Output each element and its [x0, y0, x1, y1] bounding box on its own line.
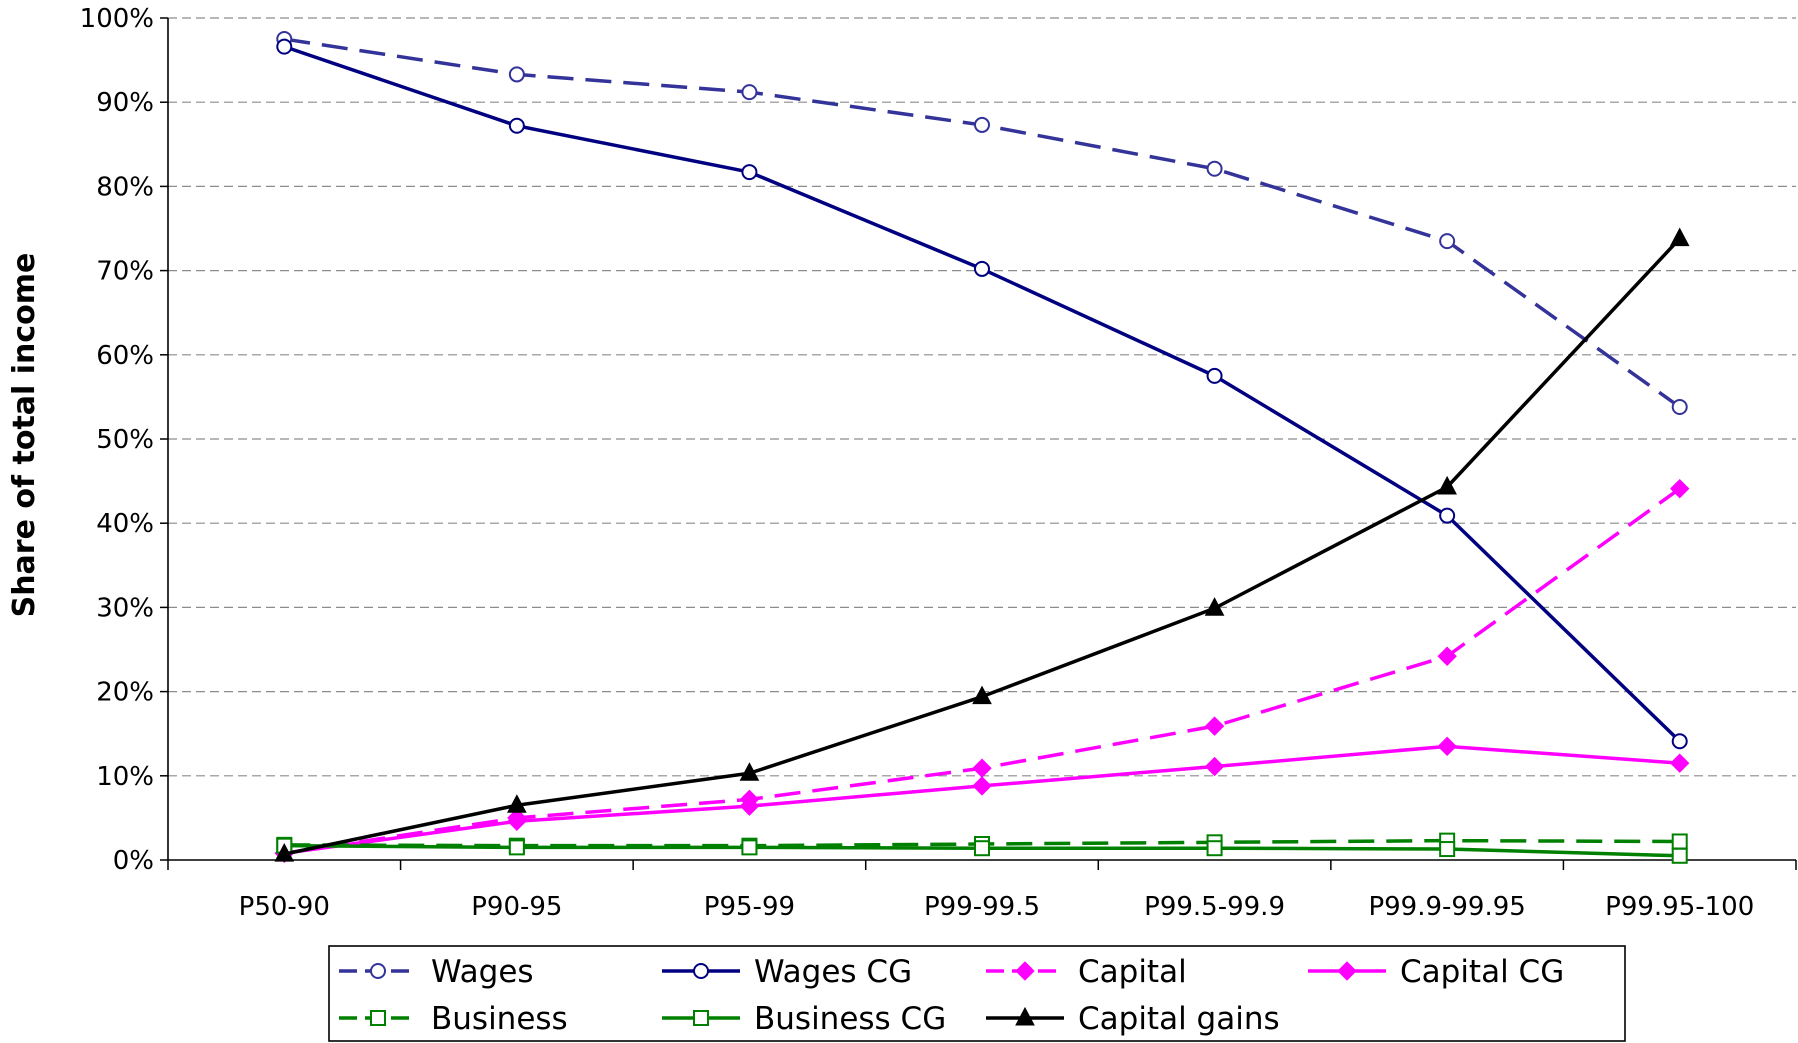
legend-swatch-marker — [1015, 961, 1035, 981]
y-tick-label: 80% — [96, 172, 154, 202]
data-point-capital-gains — [274, 843, 295, 862]
data-point-capital-cg — [972, 776, 992, 796]
data-point-business-cg — [1671, 847, 1688, 864]
legend-item-capital-cg: Capital CG — [1308, 954, 1564, 990]
x-tick-label: P99.95-100 — [1605, 892, 1754, 922]
legend-swatch-marker — [370, 963, 386, 979]
legend-label: Capital — [1078, 954, 1187, 990]
data-point-capital — [1670, 478, 1690, 499]
data-point-capital — [1204, 716, 1225, 736]
legend: Wages Wages CG Capital Capital CG Business Bu… — [328, 945, 1626, 1042]
data-point-business-cg — [1206, 840, 1223, 857]
data-point-capital-gains — [1669, 227, 1690, 247]
x-tick-label: P95-99 — [704, 892, 795, 922]
legend-swatch-marker — [693, 963, 709, 979]
data-point-wages-cg — [276, 38, 293, 55]
y-tick-label: 50% — [96, 425, 154, 455]
data-point-wages — [1439, 233, 1456, 250]
data-point-wages — [1671, 399, 1688, 416]
series-wages-cg — [276, 38, 1688, 750]
series-capital-gains — [274, 227, 1690, 862]
data-point-wages — [974, 116, 990, 133]
x-tick-label: P90-95 — [471, 892, 562, 922]
data-point-wages-cg — [974, 260, 990, 277]
data-point-capital-cg — [1204, 756, 1225, 777]
data-point-capital-gains — [1204, 597, 1225, 616]
data-point-capital-gains — [972, 685, 992, 705]
data-point-capital-cg — [507, 811, 527, 831]
data-point-capital-gains — [1437, 475, 1457, 495]
y-tick-label: 40% — [96, 509, 154, 539]
x-tick-label: P99.9-99.95 — [1368, 892, 1525, 922]
y-tick-label: 100% — [80, 4, 154, 34]
data-point-business-cg — [508, 839, 525, 856]
legend-item-capital-gains: Capital gains — [986, 1001, 1280, 1037]
legend-box — [328, 945, 1626, 1042]
legend-swatch-marker — [1015, 1006, 1035, 1026]
series-layer — [274, 31, 1690, 864]
data-point-wages-cg — [1206, 367, 1223, 384]
series-wages — [276, 31, 1688, 416]
y-tick-label: 20% — [96, 678, 154, 708]
data-point-business — [1671, 833, 1688, 850]
series-line-wages — [284, 37, 1681, 409]
x-tick-label: P50-90 — [239, 892, 330, 922]
data-point-wages-cg — [508, 117, 525, 134]
data-point-business-cg — [974, 840, 990, 857]
x-axis-ticks: P50-90 P90-95 P95-99 P99-99.5 P99.5-99.9 P99.… — [167, 860, 1797, 922]
x-tick-label: P99.5-99.9 — [1144, 892, 1285, 922]
data-point-wages-cg — [1671, 733, 1688, 750]
series-capital — [274, 478, 1690, 863]
data-point-wages — [508, 66, 525, 83]
y-tick-label: 60% — [96, 341, 154, 371]
data-point-wages-cg — [1439, 507, 1456, 524]
x-tick-label: P99-99.5 — [924, 892, 1040, 922]
y-tick-label: 70% — [96, 257, 154, 287]
data-point-capital — [1437, 646, 1457, 666]
legend-label: Business — [431, 1001, 568, 1037]
data-point-capital-gains — [739, 762, 760, 781]
legend-swatch-marker — [1337, 961, 1357, 981]
data-point-business-cg — [1439, 841, 1456, 858]
data-point-capital-cg — [1670, 753, 1690, 773]
legend-item-business: Business — [339, 1001, 568, 1037]
y-tick-label: 0% — [113, 846, 154, 876]
legend-item-wages-cg: Wages CG — [662, 954, 912, 990]
data-point-capital — [972, 758, 992, 778]
data-point-capital-cg — [739, 796, 760, 816]
legend-item-wages: Wages — [339, 954, 534, 990]
y-axis-label: Share of total income — [7, 253, 42, 618]
data-point-wages-cg — [741, 164, 758, 181]
y-tick-label: 10% — [96, 762, 154, 792]
legend-label: Business CG — [754, 1001, 946, 1037]
series-line-wages-cg — [283, 44, 1681, 743]
data-point-capital-cg — [1437, 736, 1457, 757]
y-tick-label: 30% — [96, 593, 154, 623]
legend-label: Wages — [431, 954, 534, 990]
data-point-capital-gains — [507, 794, 527, 813]
legend-swatch-marker — [693, 1010, 709, 1026]
data-point-wages — [741, 84, 758, 101]
legend-swatch-marker — [370, 1010, 386, 1026]
y-tick-label: 90% — [96, 88, 154, 118]
legend-item-capital: Capital — [986, 954, 1187, 990]
series-business-cg — [276, 837, 1688, 864]
legend-label: Capital gains — [1078, 1001, 1280, 1037]
series-line-capital — [284, 487, 1681, 855]
legend-label: Wages CG — [754, 954, 912, 990]
data-point-wages — [1206, 160, 1223, 177]
legend-item-business-cg: Business CG — [662, 1001, 946, 1037]
y-axis-ticks: 0% 10% 20% 30% 40% 50% 60% 70% 80% 90% 100% — [80, 4, 168, 876]
legend-label: Capital CG — [1400, 954, 1564, 990]
data-point-business-cg — [741, 839, 758, 856]
